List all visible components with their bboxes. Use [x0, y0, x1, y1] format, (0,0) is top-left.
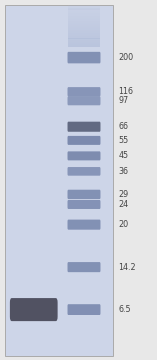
FancyBboxPatch shape	[68, 33, 100, 35]
FancyBboxPatch shape	[68, 26, 100, 27]
Text: 55: 55	[119, 136, 129, 145]
FancyBboxPatch shape	[68, 21, 100, 22]
FancyBboxPatch shape	[68, 18, 100, 19]
FancyBboxPatch shape	[68, 152, 100, 161]
FancyBboxPatch shape	[68, 20, 100, 21]
Text: 20: 20	[119, 220, 129, 229]
FancyBboxPatch shape	[68, 40, 100, 41]
FancyBboxPatch shape	[68, 19, 100, 20]
FancyBboxPatch shape	[68, 24, 100, 25]
FancyBboxPatch shape	[68, 12, 100, 13]
FancyBboxPatch shape	[68, 39, 100, 40]
FancyBboxPatch shape	[68, 45, 100, 46]
FancyBboxPatch shape	[68, 31, 100, 32]
FancyBboxPatch shape	[68, 37, 100, 39]
FancyBboxPatch shape	[68, 262, 100, 272]
FancyBboxPatch shape	[68, 41, 100, 43]
FancyBboxPatch shape	[68, 9, 100, 10]
FancyBboxPatch shape	[68, 44, 100, 45]
FancyBboxPatch shape	[68, 122, 100, 132]
FancyBboxPatch shape	[68, 190, 100, 199]
FancyBboxPatch shape	[68, 136, 100, 145]
FancyBboxPatch shape	[68, 41, 100, 42]
FancyBboxPatch shape	[10, 298, 58, 321]
FancyBboxPatch shape	[68, 304, 100, 315]
FancyBboxPatch shape	[68, 22, 100, 23]
FancyBboxPatch shape	[68, 34, 100, 35]
Text: 29: 29	[119, 190, 129, 199]
FancyBboxPatch shape	[68, 17, 100, 18]
FancyBboxPatch shape	[68, 87, 100, 96]
FancyBboxPatch shape	[68, 28, 100, 29]
Text: 14.2: 14.2	[119, 263, 136, 272]
Text: 36: 36	[119, 167, 129, 176]
FancyBboxPatch shape	[68, 32, 100, 33]
FancyBboxPatch shape	[68, 29, 100, 30]
Text: 6.5: 6.5	[119, 305, 131, 314]
FancyBboxPatch shape	[68, 30, 100, 31]
Text: 200: 200	[119, 53, 134, 62]
FancyBboxPatch shape	[68, 13, 100, 14]
FancyBboxPatch shape	[68, 10, 100, 12]
FancyBboxPatch shape	[68, 35, 100, 36]
FancyBboxPatch shape	[68, 220, 100, 230]
FancyBboxPatch shape	[68, 16, 100, 17]
FancyBboxPatch shape	[68, 200, 100, 209]
Text: 66: 66	[119, 122, 129, 131]
Text: 97: 97	[119, 96, 129, 105]
FancyBboxPatch shape	[68, 23, 100, 24]
FancyBboxPatch shape	[68, 25, 100, 26]
FancyBboxPatch shape	[68, 167, 100, 176]
Text: 45: 45	[119, 152, 129, 161]
FancyBboxPatch shape	[68, 14, 100, 15]
FancyBboxPatch shape	[68, 8, 100, 9]
FancyBboxPatch shape	[68, 42, 100, 44]
FancyBboxPatch shape	[68, 27, 100, 28]
FancyBboxPatch shape	[68, 52, 100, 63]
FancyBboxPatch shape	[5, 5, 113, 356]
Text: 24: 24	[119, 200, 129, 209]
FancyBboxPatch shape	[68, 96, 100, 105]
FancyBboxPatch shape	[68, 5, 100, 6]
FancyBboxPatch shape	[68, 46, 100, 47]
FancyBboxPatch shape	[68, 15, 100, 16]
FancyBboxPatch shape	[68, 36, 100, 37]
FancyBboxPatch shape	[68, 8, 100, 9]
FancyBboxPatch shape	[68, 6, 100, 8]
Text: 116: 116	[119, 87, 134, 96]
